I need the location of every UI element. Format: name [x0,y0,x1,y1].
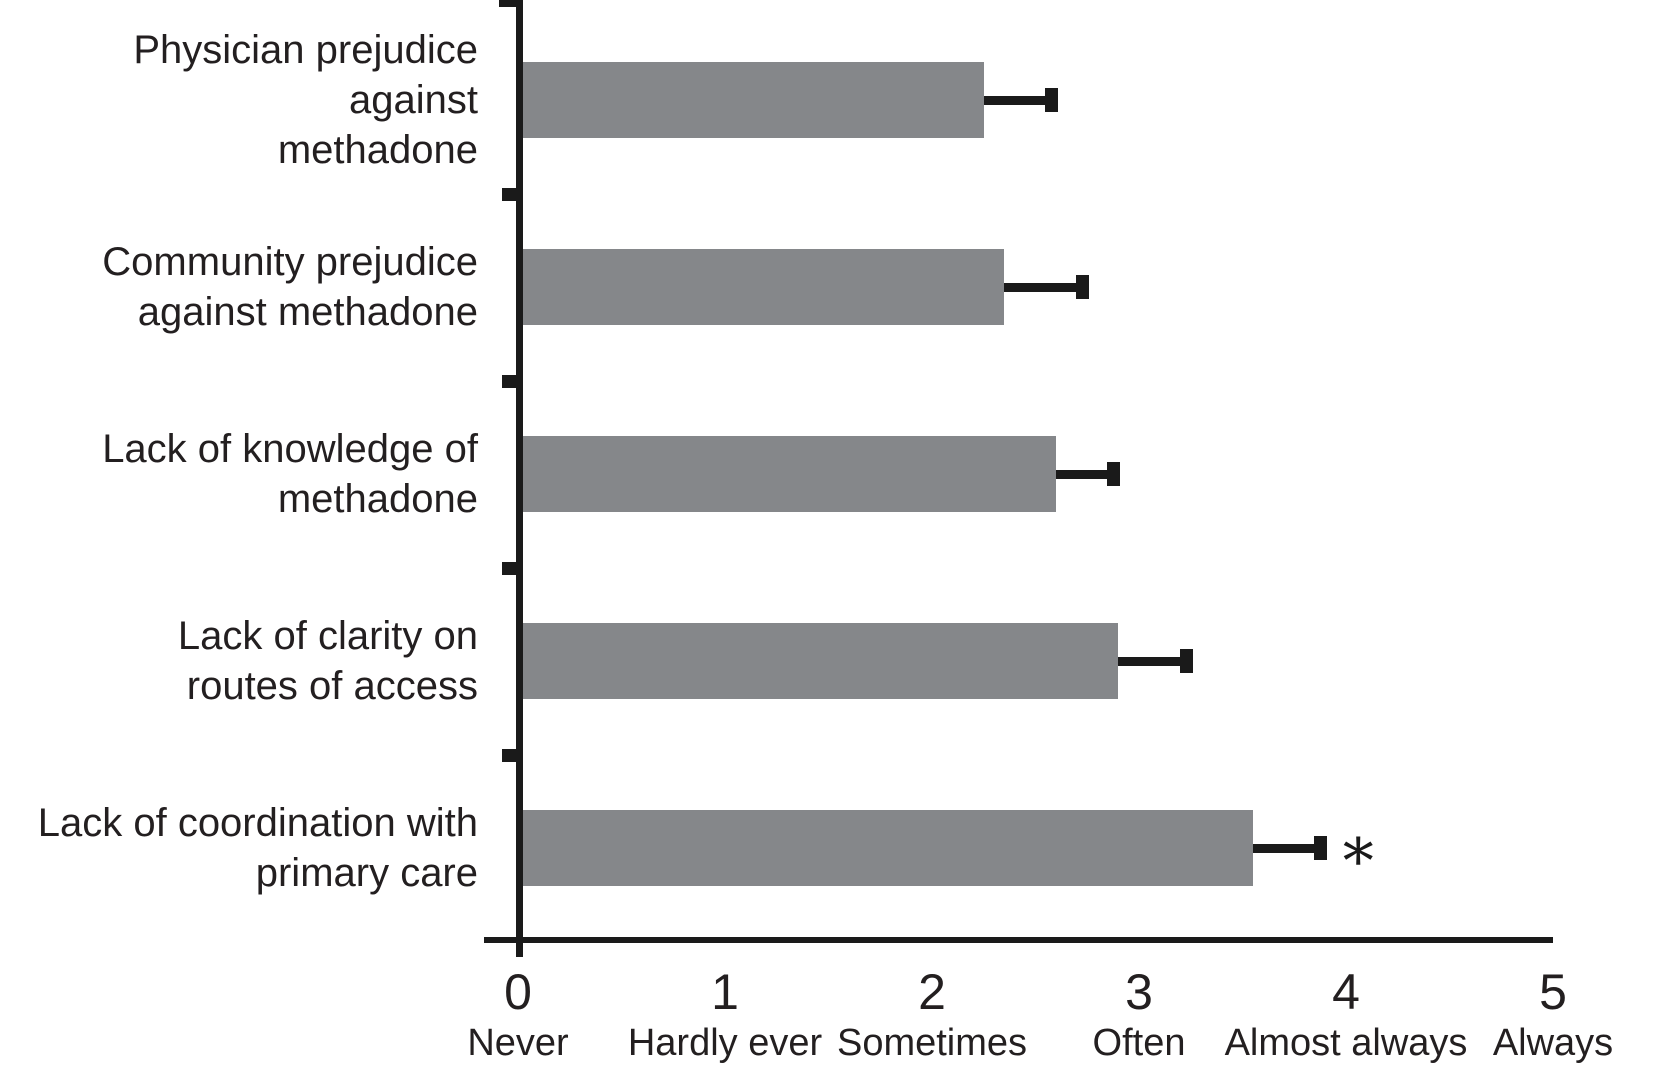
category-label: Community prejudice against methadone [0,235,478,339]
category-label: Lack of clarity on routes of access [0,609,478,713]
y-axis-category-tick [502,748,517,762]
error-bar-cap [1314,836,1328,860]
category-label-line: Community prejudice [102,240,478,284]
category-label: Lack of coordination with primary care [0,796,478,900]
category-label: Lack of knowledge of methadone [0,422,478,526]
category-label-line: primary care [255,851,478,895]
category-label-line: methadone [277,128,478,172]
x-tick-number-label: 0 [504,964,532,1020]
error-bar-cap [1179,649,1193,673]
bar [523,623,1119,699]
x-tick-word-label: Sometimes [836,1022,1028,1064]
category-label-line: Physician prejudice against [133,28,478,122]
error-bar-whisker [1056,470,1115,479]
x-tick-number-label: 3 [1125,964,1153,1020]
category-label-line: methadone [277,477,478,521]
x-tick-word-label: Often [1092,1022,1186,1064]
category-label-line: Lack of coordination with [37,801,478,845]
y-axis-category-tick [502,374,517,388]
x-tick-number-label: 5 [1539,964,1567,1020]
error-bar-whisker [983,96,1053,105]
x-tick-number-label: 2 [918,964,946,1020]
category-label: Physician prejudice against methadone [0,28,478,172]
x-tick-word-label: Hardly ever [627,1022,823,1064]
x-tick-word-label: Almost always [1224,1022,1468,1064]
category-label-line: against methadone [137,290,478,334]
x-tick-number-label: 1 [711,964,739,1020]
x-tick-word-label: Always [1492,1022,1614,1064]
error-bar-cap [1045,88,1059,112]
x-axis-line [484,937,1553,943]
significance-asterisk-annotation: ∗ [1337,811,1380,885]
category-label-line: Lack of knowledge of [102,427,478,471]
error-bar-cap [1076,275,1090,299]
error-bar-cap [1107,462,1121,486]
bar [523,249,1005,325]
error-bar-whisker [1252,844,1322,853]
y-axis-category-tick [502,187,517,201]
x-tick-number-label: 4 [1332,964,1360,1020]
category-label-line: Lack of clarity on [177,614,478,658]
y-axis-top-tick [499,0,517,7]
x-tick-word-label: Never [467,1022,569,1064]
bar [523,810,1253,886]
error-bar-whisker [1118,657,1187,666]
y-axis-line [516,0,523,957]
bar [523,62,984,138]
category-label-line: routes of access [186,664,478,708]
error-bar-whisker [1004,283,1084,292]
bar [523,436,1057,512]
y-axis-category-tick [502,561,517,575]
